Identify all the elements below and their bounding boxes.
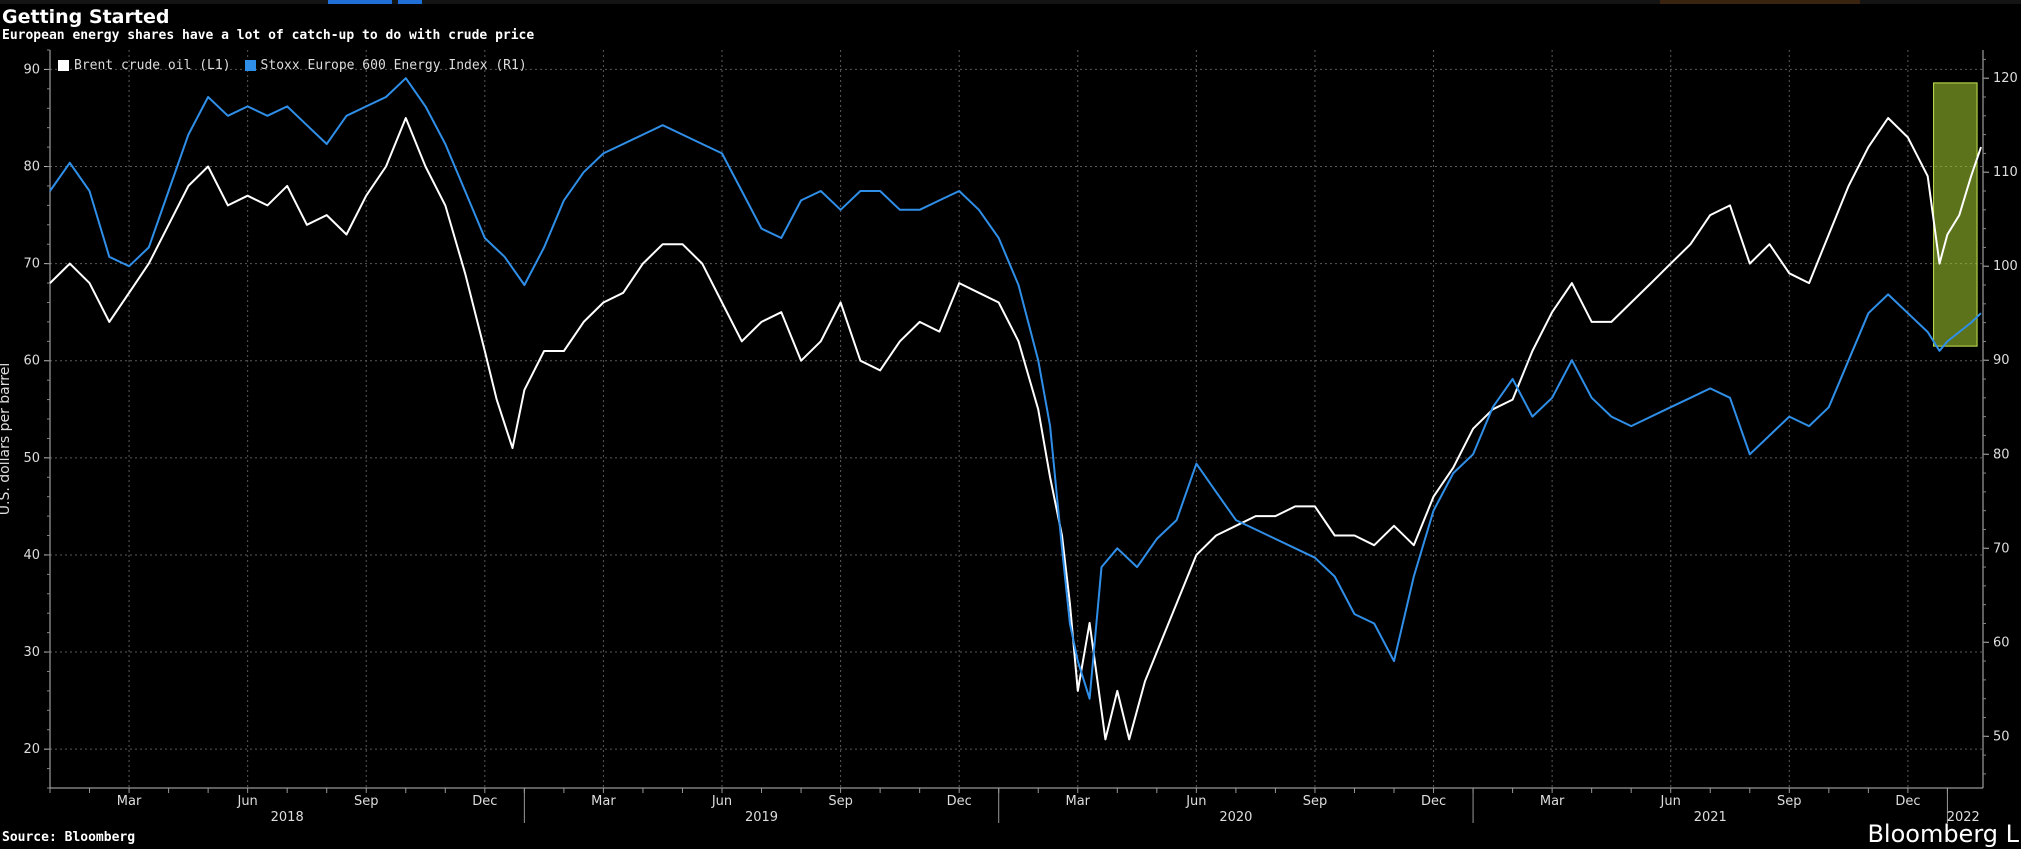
x-tick-label: Dec — [1895, 794, 1920, 809]
x-tick-label: Jun — [1185, 794, 1206, 809]
y-tick-label-right: 90 — [1993, 353, 2010, 368]
y-tick-label-right: 50 — [1993, 729, 2010, 744]
x-tick-label: Sep — [1303, 794, 1328, 809]
x-tick-label: Sep — [354, 794, 379, 809]
y-tick-label-left: 90 — [23, 62, 40, 77]
x-tick-label: Dec — [947, 794, 972, 809]
x-year-label: 2021 — [1694, 810, 1727, 825]
x-tick-label: Mar — [1540, 794, 1565, 809]
x-tick-label: Jun — [1660, 794, 1681, 809]
y-axis-label-left: U.S. dollars per barrel — [0, 363, 13, 515]
top-strip-accent-3 — [1660, 0, 1860, 4]
y-tick-label-left: 80 — [23, 160, 40, 175]
top-strip-accent — [328, 0, 392, 4]
x-tick-label: Dec — [472, 794, 497, 809]
legend-label-stoxx: Stoxx Europe 600 Energy Index (R1) — [260, 58, 527, 73]
legend-label-brent: Brent crude oil (L1) — [74, 58, 231, 73]
x-tick-label: Mar — [1066, 794, 1091, 809]
chart-subtitle: European energy shares have a lot of cat… — [2, 28, 535, 43]
x-tick-label: Dec — [1421, 794, 1446, 809]
y-tick-label-right: 80 — [1993, 447, 2010, 462]
y-tick-label-left: 40 — [23, 548, 40, 563]
y-tick-label-left: 70 — [23, 257, 40, 272]
legend-swatch-stoxx — [244, 60, 256, 71]
y-tick-label-left: 30 — [23, 645, 40, 660]
x-tick-label: Mar — [117, 794, 142, 809]
x-year-label: 2019 — [745, 810, 778, 825]
x-tick-label: Mar — [591, 794, 616, 809]
source-note: Source: Bloomberg — [2, 830, 136, 845]
y-tick-label-right: 70 — [1993, 541, 2010, 556]
x-tick-label: Jun — [236, 794, 257, 809]
y-tick-label-left: 50 — [23, 451, 40, 466]
legend-item-brent: Brent crude oil (L1) — [58, 58, 231, 73]
x-tick-label: Jun — [711, 794, 732, 809]
x-year-label: 2022 — [1947, 810, 1980, 825]
legend-swatch-brent — [58, 60, 69, 71]
chart-legend: Brent crude oil (L1) Stoxx Europe 600 En… — [58, 58, 527, 73]
series-line-stoxx — [49, 77, 1982, 700]
x-tick-label: Sep — [1777, 794, 1802, 809]
y-tick-label-left: 20 — [23, 742, 40, 757]
y-tick-label-right: 60 — [1993, 635, 2010, 650]
y-tick-label-right: 110 — [1993, 165, 2018, 180]
series-line-brent — [49, 117, 1982, 741]
legend-item-stoxx: Stoxx Europe 600 Energy Index (R1) — [244, 58, 527, 73]
x-year-label: 2020 — [1219, 810, 1252, 825]
top-strip — [0, 0, 2021, 4]
x-tick-label: Sep — [828, 794, 853, 809]
top-strip-accent-2 — [398, 0, 422, 4]
y-tick-label-right: 100 — [1993, 259, 2018, 274]
brand-logo-text: Bloomberg L — [1867, 820, 2019, 848]
chart-title: Getting Started — [2, 6, 170, 28]
highlight-box — [1933, 82, 1978, 347]
y-tick-label-left: 60 — [23, 354, 40, 369]
x-year-label: 2018 — [271, 810, 304, 825]
y-tick-label-right: 120 — [1993, 71, 2018, 86]
